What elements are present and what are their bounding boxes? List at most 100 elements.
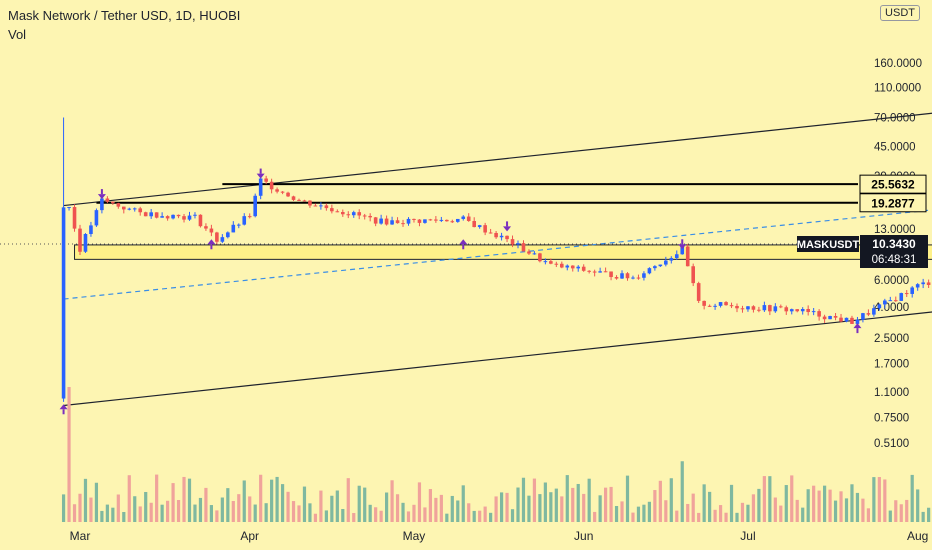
volume-bar — [83, 478, 88, 522]
arrow-head — [503, 226, 512, 232]
volume-bar — [768, 476, 772, 522]
volume-bar — [521, 477, 526, 522]
volume-bar — [927, 507, 931, 522]
volume-bar — [324, 510, 328, 522]
symbol-tag-box — [797, 236, 859, 252]
candle-body — [795, 309, 800, 312]
volume-bar — [176, 499, 181, 522]
candle-body — [72, 207, 77, 229]
volume-bar — [751, 494, 756, 522]
volume-bar — [817, 490, 821, 522]
candle-body — [472, 220, 476, 228]
volume-bar — [636, 506, 641, 522]
volume-bar — [226, 488, 230, 522]
volume-bar — [866, 508, 870, 522]
candle-body — [527, 251, 531, 254]
candle-body — [516, 243, 520, 245]
candle-body — [658, 264, 663, 267]
volume-bar — [231, 501, 235, 522]
volume-bar — [72, 504, 77, 522]
candle-body — [341, 211, 345, 215]
candle-body — [740, 308, 745, 310]
volume-bar — [718, 505, 723, 522]
volume-bar — [538, 494, 542, 522]
volume-bar — [357, 485, 361, 522]
candle-body — [521, 243, 526, 252]
x-tick-label: May — [403, 529, 426, 543]
candle-body — [674, 254, 679, 259]
candle-body — [532, 253, 537, 255]
volume-bar — [395, 494, 400, 522]
volume-bar — [456, 500, 460, 522]
candle-body — [789, 309, 794, 312]
candle-body — [193, 214, 197, 216]
volume-bar — [297, 505, 301, 522]
arrow-head — [256, 173, 265, 179]
currency-button[interactable]: USDT — [880, 5, 920, 21]
volume-bar — [620, 501, 624, 522]
candle-body — [94, 210, 99, 226]
y-tick-label: 110.0000 — [874, 83, 921, 95]
candle-body — [866, 313, 871, 315]
volume-bar — [669, 478, 673, 522]
candle-body — [691, 266, 695, 284]
volume-bar — [505, 492, 509, 522]
volume-bar — [242, 480, 246, 522]
volume-bar — [801, 507, 805, 522]
candle-body — [926, 282, 931, 285]
volume-bar — [406, 511, 411, 522]
volume-bar — [94, 482, 99, 522]
volume-bar — [390, 480, 394, 522]
volume-bar — [417, 482, 422, 522]
candle-body — [78, 228, 82, 252]
volume-bar — [144, 491, 148, 522]
volume-bar — [516, 487, 520, 522]
last-price-label: 10.3430 — [872, 237, 916, 251]
candle-body — [729, 305, 734, 307]
last-price-box — [860, 235, 928, 268]
pivot-down-arrow — [678, 239, 687, 250]
volume-indicator-label[interactable]: Vol — [8, 27, 27, 42]
candle-body — [83, 234, 88, 252]
upper-channel-line — [63, 112, 932, 207]
candle-body — [653, 266, 657, 269]
candle-body — [160, 216, 164, 218]
support-zone — [74, 244, 932, 260]
volume-bar — [368, 504, 372, 522]
arrow-shaft — [462, 244, 465, 250]
candle-body — [253, 195, 257, 217]
volume-bar — [182, 476, 186, 522]
volume-bar — [554, 488, 558, 522]
candle-body — [302, 200, 307, 202]
volume-bar — [439, 494, 443, 522]
volume-bar — [122, 511, 126, 522]
volume-bar — [565, 475, 569, 522]
candle-body — [538, 253, 542, 262]
candle-body — [855, 319, 860, 324]
volume-bar — [187, 478, 192, 522]
candle-body — [275, 189, 279, 192]
y-tick-label: 0.5100 — [874, 438, 909, 450]
candle-body — [351, 212, 356, 216]
volume-bar — [910, 474, 914, 522]
pivot-up-arrow — [459, 239, 468, 250]
volume-bar — [729, 484, 734, 522]
candle-body — [543, 261, 548, 263]
candle-body — [565, 265, 570, 268]
volume-bar — [593, 511, 597, 522]
volume-bar — [133, 496, 137, 522]
volume-bar — [713, 509, 717, 522]
volume-bar — [675, 510, 679, 522]
volume-bar — [138, 506, 142, 522]
volume-bar — [833, 500, 838, 522]
volume-bar — [193, 504, 197, 522]
y-tick-label: 4.0000 — [874, 302, 909, 314]
x-tick-label: Apr — [240, 529, 259, 543]
candle-body — [685, 246, 690, 267]
volume-bar — [647, 501, 651, 522]
pivot-down-arrow — [97, 189, 106, 200]
volume-bar — [275, 476, 279, 522]
volume-bar — [691, 493, 695, 522]
candle-body — [368, 215, 372, 218]
